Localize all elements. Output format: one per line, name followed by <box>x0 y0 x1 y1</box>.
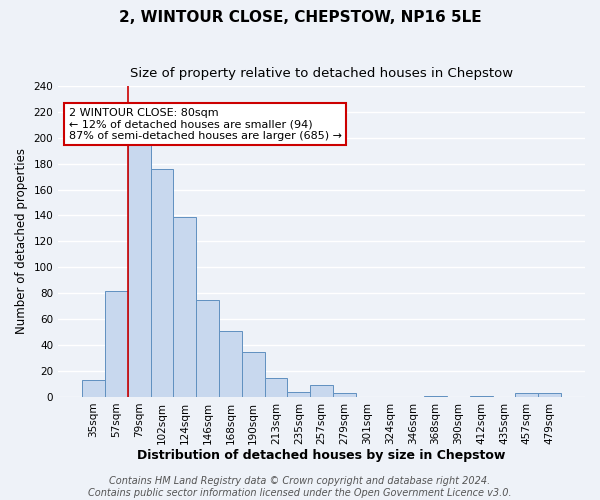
Bar <box>82 380 105 397</box>
Bar <box>470 396 493 397</box>
Bar <box>424 396 447 397</box>
Bar <box>151 169 173 397</box>
Bar <box>105 290 128 397</box>
Bar <box>333 393 356 397</box>
Text: 2, WINTOUR CLOSE, CHEPSTOW, NP16 5LE: 2, WINTOUR CLOSE, CHEPSTOW, NP16 5LE <box>119 10 481 25</box>
Title: Size of property relative to detached houses in Chepstow: Size of property relative to detached ho… <box>130 68 513 80</box>
Bar <box>515 393 538 397</box>
X-axis label: Distribution of detached houses by size in Chepstow: Distribution of detached houses by size … <box>137 450 506 462</box>
Bar <box>128 146 151 397</box>
Bar <box>287 392 310 397</box>
Bar <box>265 378 287 397</box>
Bar <box>196 300 219 397</box>
Bar <box>538 393 561 397</box>
Text: 2 WINTOUR CLOSE: 80sqm
← 12% of detached houses are smaller (94)
87% of semi-det: 2 WINTOUR CLOSE: 80sqm ← 12% of detached… <box>69 108 342 141</box>
Bar <box>219 331 242 397</box>
Bar <box>310 386 333 397</box>
Text: Contains HM Land Registry data © Crown copyright and database right 2024.
Contai: Contains HM Land Registry data © Crown c… <box>88 476 512 498</box>
Bar <box>173 217 196 397</box>
Bar <box>242 352 265 397</box>
Y-axis label: Number of detached properties: Number of detached properties <box>15 148 28 334</box>
